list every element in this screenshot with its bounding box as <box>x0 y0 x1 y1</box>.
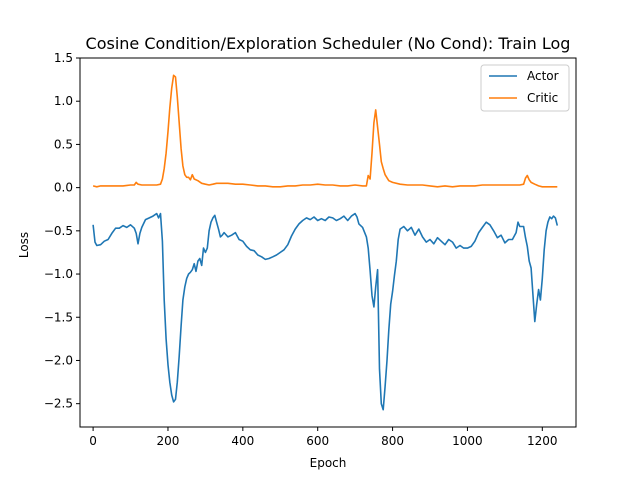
x-tick-label: 400 <box>231 434 254 448</box>
y-tick-label: −2.0 <box>44 353 73 367</box>
x-axis-label: Epoch <box>310 456 347 470</box>
x-tick-label: 200 <box>157 434 180 448</box>
x-tick-label: 600 <box>306 434 329 448</box>
series-line-critic <box>92 74 558 188</box>
y-tick-label: −2.5 <box>44 397 73 411</box>
y-tick-label: −1.0 <box>44 267 73 281</box>
y-tick-label: 0.0 <box>54 181 73 195</box>
series-line-actor <box>92 212 559 411</box>
y-tick-label: 1.5 <box>54 51 73 65</box>
plot-area <box>92 74 559 411</box>
chart-title: Cosine Condition/Exploration Scheduler (… <box>86 34 571 53</box>
axes-frame <box>79 57 577 428</box>
y-tick-label: 1.0 <box>54 94 73 108</box>
legend-label-critic: Critic <box>527 91 558 105</box>
legend: Actor Critic <box>480 64 570 112</box>
x-tick-label: 800 <box>381 434 404 448</box>
axes: 0 200 400 600 800 1000 1200 −2.5 −2.0 −1.5 −1.0 −0.… <box>44 51 577 448</box>
y-tick-label: −1.5 <box>44 310 73 324</box>
x-tick-label: 1200 <box>527 434 558 448</box>
y-tick-label: −0.5 <box>44 224 73 238</box>
y-axis-label: Loss <box>17 232 31 258</box>
y-tick-label: 0.5 <box>54 137 73 151</box>
legend-label-actor: Actor <box>527 69 559 83</box>
x-tick-label: 0 <box>89 434 97 448</box>
x-tick-label: 1000 <box>452 434 483 448</box>
